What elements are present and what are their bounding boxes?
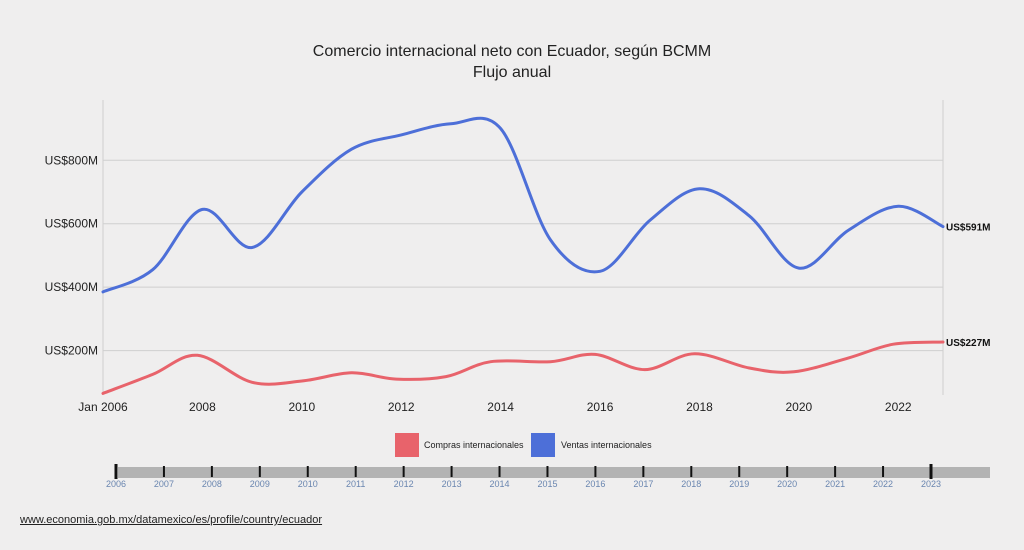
legend: Compras internacionales Ventas internacio… bbox=[395, 433, 652, 457]
timeline-year-label: 2016 bbox=[585, 479, 605, 489]
timeline-year-label: 2023 bbox=[921, 479, 941, 489]
timeline-year-label: 2008 bbox=[202, 479, 222, 489]
x-tick-label: 2014 bbox=[487, 400, 514, 414]
timeline-year-label: 2013 bbox=[442, 479, 462, 489]
x-tick-label: 2018 bbox=[686, 400, 713, 414]
y-tick-label: US$400M bbox=[45, 280, 98, 294]
legend-swatch[interactable] bbox=[531, 433, 555, 457]
timeline-slider[interactable]: 2006 2007 2008 2009 2010 2011 2012 2013 2014 2015… bbox=[0, 464, 990, 489]
timeline-track[interactable] bbox=[118, 467, 990, 478]
timeline-year-label: 2021 bbox=[825, 479, 845, 489]
grid-lines bbox=[102, 100, 944, 395]
timeline-year-label: 2007 bbox=[154, 479, 174, 489]
legend-swatch[interactable] bbox=[395, 433, 419, 457]
timeline-year-label: 2009 bbox=[250, 479, 270, 489]
x-tick-label: 2022 bbox=[885, 400, 912, 414]
timeline-year-label: 2010 bbox=[298, 479, 318, 489]
x-tick-label: 2012 bbox=[388, 400, 415, 414]
chart-title: Comercio internacional neto con Ecuador,… bbox=[313, 43, 711, 60]
timeline-year-label: 2019 bbox=[729, 479, 749, 489]
series-line-compras-internacionales bbox=[101, 340, 945, 395]
y-tick-label: US$600M bbox=[45, 217, 98, 231]
legend-item[interactable]: Ventas internacionales bbox=[531, 433, 652, 457]
end-value-label: US$227M bbox=[946, 338, 990, 349]
end-value-label: US$591M bbox=[946, 223, 990, 234]
timeline-year-label: 2017 bbox=[633, 479, 653, 489]
series-line-ventas-internacionales bbox=[101, 116, 945, 294]
series-lines bbox=[101, 116, 945, 395]
timeline-year-label: 2020 bbox=[777, 479, 797, 489]
timeline-left-pad bbox=[0, 467, 118, 478]
timeline-year-label: 2006 bbox=[106, 479, 126, 489]
x-tick-label: 2008 bbox=[189, 400, 216, 414]
legend-item[interactable]: Compras internacionales bbox=[395, 433, 524, 457]
x-tick-label: Jan 2006 bbox=[78, 400, 128, 414]
timeline-year-label: 2022 bbox=[873, 479, 893, 489]
x-tick-label: 2016 bbox=[587, 400, 614, 414]
line-chart: Comercio internacional neto con Ecuador,… bbox=[0, 43, 991, 489]
y-tick-label: US$200M bbox=[45, 344, 98, 358]
timeline-year-label: 2018 bbox=[681, 479, 701, 489]
x-tick-label: 2020 bbox=[786, 400, 813, 414]
x-tick-label: 2010 bbox=[288, 400, 315, 414]
x-axis-ticks: Jan 2006 2008 2010 2012 2014 2016 2018 2020 2022 bbox=[78, 400, 912, 414]
y-tick-label: US$800M bbox=[45, 153, 98, 167]
timeline-year-label: 2015 bbox=[537, 479, 557, 489]
source-link[interactable]: www.economia.gob.mx/datamexico/es/profil… bbox=[20, 514, 323, 526]
timeline-year-label: 2012 bbox=[394, 479, 414, 489]
y-axis-ticks: US$200M US$400M US$600M US$800M bbox=[45, 153, 98, 357]
legend-label[interactable]: Ventas internacionales bbox=[561, 440, 652, 450]
timeline-year-label: 2014 bbox=[490, 479, 510, 489]
chart-subtitle: Flujo anual bbox=[473, 64, 551, 81]
timeline-year-label: 2011 bbox=[346, 479, 365, 489]
legend-label[interactable]: Compras internacionales bbox=[424, 440, 524, 450]
series-end-labels: US$227M US$591M bbox=[946, 223, 990, 349]
